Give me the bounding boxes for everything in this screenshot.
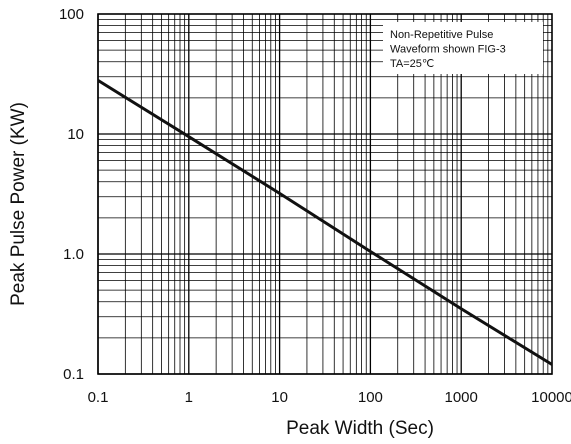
x-tick-label: 1000 bbox=[445, 389, 478, 406]
grid bbox=[97, 14, 552, 375]
plot-frame bbox=[97, 13, 553, 375]
annotation-background bbox=[383, 22, 543, 74]
y-axis-title: Peak Pulse Power (KW) bbox=[8, 102, 29, 306]
x-tick-labels: 0.1 1 10 100 1000 10000 bbox=[88, 389, 571, 406]
x-tick-label: 10000 bbox=[531, 389, 571, 406]
y-tick-label: 100 bbox=[59, 6, 84, 23]
annotation-line-2: Waveform shown FIG-3 bbox=[390, 44, 506, 56]
x-tick-label: 10 bbox=[271, 389, 288, 406]
series-line bbox=[97, 79, 553, 366]
annotation-line-1: Non-Repetitive Pulse bbox=[390, 29, 493, 41]
annotation-line-3: TA=25℃ bbox=[390, 58, 434, 70]
x-axis-title: Peak Width (Sec) bbox=[286, 418, 434, 439]
x-tick-label: 100 bbox=[358, 389, 383, 406]
y-tick-labels: 100 10 1.0 0.1 bbox=[59, 6, 84, 383]
x-tick-label: 1 bbox=[185, 389, 193, 406]
series-group bbox=[97, 79, 553, 366]
x-tick-label: 0.1 bbox=[88, 389, 109, 406]
y-tick-label: 0.1 bbox=[63, 366, 84, 383]
annotation-box: Non-Repetitive Pulse Waveform shown FIG-… bbox=[383, 22, 543, 74]
y-tick-label: 1.0 bbox=[63, 246, 84, 263]
y-tick-label: 10 bbox=[67, 126, 84, 143]
